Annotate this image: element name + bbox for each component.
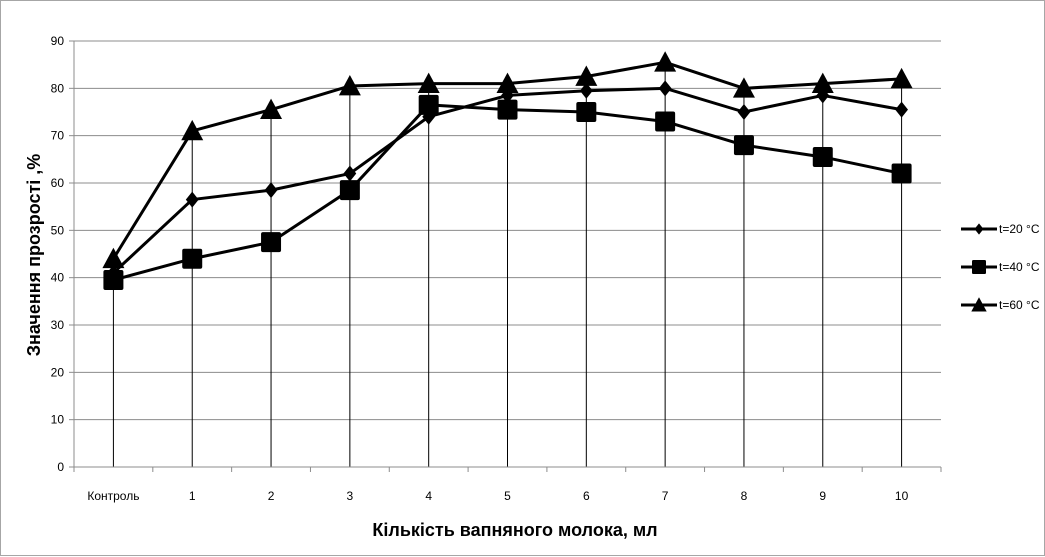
data-point-diamond — [422, 108, 436, 125]
axes: 0 10 20 30 40 50 60 70 80 90 Контроль 1 2 3 4 5 6 7 8 9 10 — [51, 34, 942, 503]
x-tick-label: 4 — [425, 489, 432, 503]
x-tick-label: 9 — [819, 489, 826, 503]
data-point-triangle — [732, 77, 755, 98]
x-tick-label: 8 — [741, 489, 748, 503]
data-point-diamond — [185, 191, 199, 208]
x-tick-label: 3 — [347, 489, 354, 503]
y-tick-label: 80 — [51, 81, 65, 95]
x-tick-label: 7 — [662, 489, 669, 503]
y-tick-label: 20 — [51, 365, 65, 379]
legend-label: t=20 °C — [999, 222, 1040, 236]
data-point-triangle — [102, 247, 125, 269]
data-point-diamond — [974, 223, 984, 235]
data-point-triangle — [181, 119, 204, 141]
x-tick-label: 2 — [268, 489, 275, 503]
legend-label: t=60 °C — [999, 298, 1040, 312]
legend-item: t=40 °C — [961, 260, 1040, 274]
data-point-triangle — [260, 98, 283, 119]
data-point-diamond — [264, 182, 278, 199]
y-axis-title: Значення прозрості ,% — [24, 154, 44, 357]
data-point-triangle — [811, 72, 834, 93]
series-diamond — [107, 80, 908, 281]
data-point-square — [576, 102, 597, 122]
data-point-square — [812, 146, 833, 167]
data-point-square — [418, 94, 439, 115]
legend-item: t=20 °C — [961, 222, 1040, 236]
x-axis-title: Кількість вапняного молока, мл — [372, 520, 657, 540]
y-tick-label: 60 — [51, 176, 65, 190]
data-point-square — [339, 180, 360, 201]
data-point-triangle — [575, 65, 598, 86]
drop-lines — [112, 62, 903, 467]
series — [102, 51, 913, 291]
y-tick-label: 40 — [51, 271, 65, 285]
data-point-diamond — [579, 82, 593, 99]
data-point-diamond — [343, 165, 357, 182]
data-point-square — [103, 270, 124, 291]
x-tick-label: 10 — [895, 489, 909, 503]
y-tick-label: 90 — [51, 34, 65, 48]
data-point-square — [261, 232, 282, 253]
data-point-diamond — [658, 80, 672, 97]
data-point-diamond — [737, 104, 751, 120]
data-point-square — [182, 248, 203, 269]
y-tick-label: 70 — [51, 129, 65, 143]
y-tick-label: 30 — [51, 318, 65, 332]
x-tick-label: 5 — [504, 489, 511, 503]
y-tick-label: 10 — [51, 413, 65, 427]
series-square — [103, 94, 912, 291]
data-point-triangle — [654, 51, 677, 72]
data-point-diamond — [895, 101, 908, 118]
data-point-square — [972, 260, 986, 274]
x-tick-label: Контроль — [87, 489, 139, 503]
data-point-square — [497, 99, 518, 120]
data-point-triangle — [971, 297, 987, 312]
legend-item: t=60 °C — [961, 297, 1040, 312]
y-tick-label: 0 — [57, 460, 64, 474]
x-tick-label: 6 — [583, 489, 590, 503]
x-tick-label: 1 — [189, 489, 196, 503]
data-point-triangle — [338, 74, 361, 96]
data-point-triangle — [890, 67, 913, 89]
legend-label: t=40 °C — [999, 260, 1040, 274]
data-point-square — [891, 163, 912, 184]
data-point-square — [655, 111, 676, 132]
y-tick-label: 50 — [51, 223, 65, 237]
data-point-square — [733, 135, 754, 156]
legend: t=20 °C t=40 °C t=60 °C — [961, 222, 1040, 312]
data-point-triangle — [417, 72, 440, 93]
data-point-triangle — [496, 72, 519, 93]
series-triangle — [102, 51, 913, 269]
